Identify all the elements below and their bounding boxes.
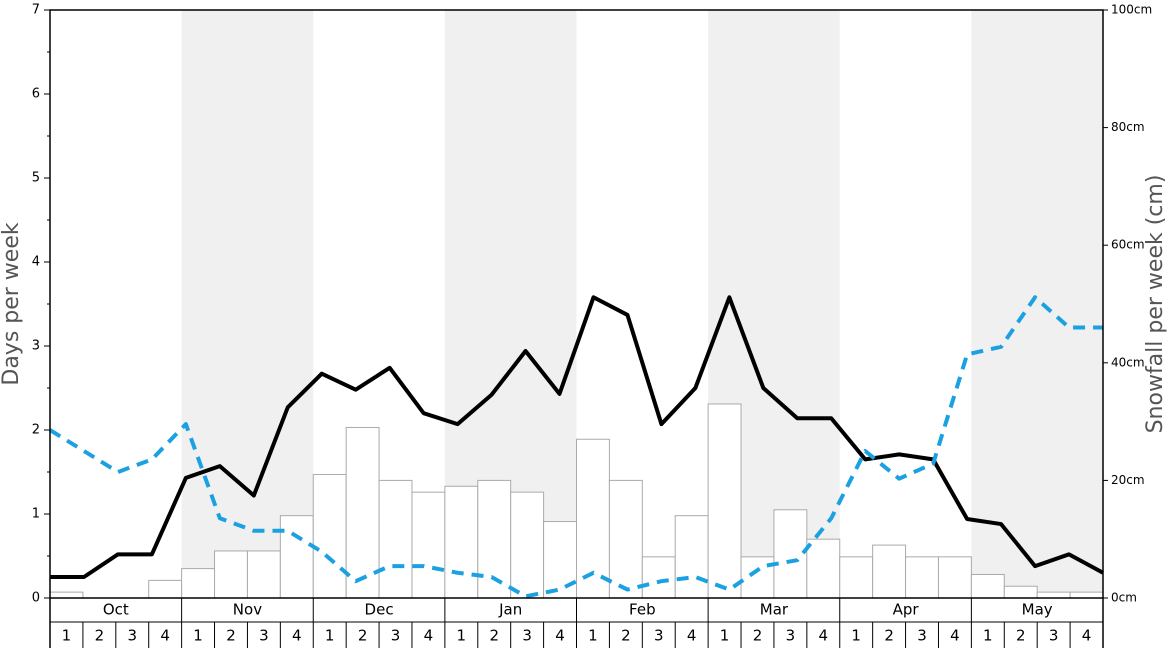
y-tick-label: 6 — [32, 87, 40, 102]
x-tick-label: 2 — [226, 627, 236, 645]
y-tick-label: 4 — [32, 255, 40, 270]
y2-tick-label: 100cm — [1111, 3, 1152, 17]
x-tick-label: 2 — [884, 627, 894, 645]
x-tick-label: 1 — [851, 627, 861, 645]
bar — [1069, 591, 1104, 599]
month-band — [181, 10, 314, 598]
bar — [246, 550, 281, 599]
y-axis-label: Days per week — [0, 222, 24, 385]
y-tick-label: 5 — [32, 171, 40, 186]
bar — [905, 556, 939, 599]
bar — [378, 479, 413, 599]
x-tick-label: 4 — [424, 627, 434, 645]
bar — [773, 509, 808, 599]
bar — [181, 568, 216, 599]
x-tick-label: 2 — [621, 627, 631, 645]
bar — [49, 591, 84, 599]
y-tick-label: 3 — [32, 339, 40, 354]
x-tick-label: 4 — [555, 627, 565, 645]
x-tick-label: 1 — [457, 627, 467, 645]
x-tick-label: 4 — [687, 627, 697, 645]
y-tick-label: 2 — [32, 423, 40, 438]
bar — [411, 491, 446, 599]
y2-tick-label: 20cm — [1111, 473, 1145, 487]
y2-tick-label: 40cm — [1111, 355, 1145, 369]
month-label: Mar — [760, 601, 789, 619]
x-tick-label: 3 — [1049, 627, 1059, 645]
bar — [970, 573, 1005, 599]
month-label: Nov — [233, 601, 262, 619]
y-tick-label: 1 — [32, 507, 40, 522]
x-tick-label: 1 — [720, 627, 730, 645]
bar — [937, 556, 972, 599]
y-tick-label: 7 — [32, 3, 40, 18]
x-tick-label: 1 — [193, 627, 203, 645]
month-label: Oct — [103, 601, 129, 619]
bar — [674, 515, 709, 599]
bar — [641, 556, 676, 599]
month-label: May — [1022, 601, 1053, 619]
y2-tick-label: 0cm — [1111, 591, 1137, 605]
x-tick-label: 3 — [917, 627, 927, 645]
x-tick-label: 3 — [522, 627, 532, 645]
x-tick-label: 2 — [358, 627, 368, 645]
bar — [872, 544, 907, 599]
bar — [1003, 585, 1038, 599]
month-label: Feb — [629, 601, 656, 619]
x-tick-label: 2 — [95, 627, 105, 645]
x-tick-label: 1 — [325, 627, 335, 645]
bar — [214, 550, 248, 599]
x-tick-label: 1 — [983, 627, 993, 645]
x-tick-label: 4 — [1082, 627, 1092, 645]
x-tick-label: 4 — [292, 627, 302, 645]
month-label: Apr — [893, 601, 920, 619]
x-tick-label: 2 — [1016, 627, 1026, 645]
x-tick-label: 2 — [753, 627, 763, 645]
x-tick-label: 2 — [489, 627, 499, 645]
y2-tick-label: 80cm — [1111, 120, 1145, 134]
bar — [740, 556, 775, 599]
bar — [608, 479, 643, 599]
x-tick-label: 1 — [588, 627, 598, 645]
bar — [707, 403, 742, 599]
bar — [806, 538, 841, 599]
y-tick-label: 0 — [32, 591, 40, 606]
bar — [1036, 591, 1071, 599]
bar — [312, 474, 347, 599]
month-label: Dec — [365, 601, 394, 619]
x-tick-label: 4 — [160, 627, 170, 645]
y2-axis-label: Snowfall per week (cm) — [1143, 175, 1168, 434]
x-tick-label: 3 — [259, 627, 269, 645]
line — [48, 295, 1103, 599]
x-tick-label: 3 — [127, 627, 137, 645]
x-tick-label: 4 — [950, 627, 960, 645]
bar — [444, 485, 479, 599]
x-tick-label: 4 — [819, 627, 829, 645]
x-tick-label: 1 — [62, 627, 72, 645]
x-tick-label: 3 — [654, 627, 664, 645]
bar — [510, 491, 545, 599]
bar — [543, 521, 577, 599]
month-band — [971, 10, 1103, 598]
bar — [279, 515, 314, 599]
bar — [839, 556, 874, 599]
x-tick-label: 3 — [786, 627, 796, 645]
bar — [148, 579, 183, 599]
month-label: Jan — [498, 601, 522, 619]
x-tick-label: 3 — [391, 627, 401, 645]
line — [50, 295, 1104, 579]
y2-tick-label: 60cm — [1111, 238, 1145, 252]
